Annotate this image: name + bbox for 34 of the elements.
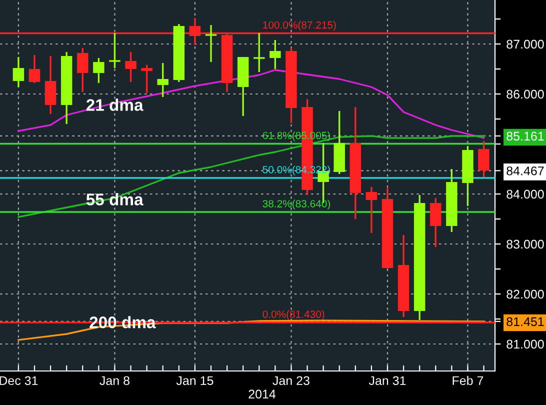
x-tick-label: Dec 31 bbox=[0, 376, 38, 386]
candlestick bbox=[270, 39, 281, 70]
y-tick-label: 86.000 bbox=[506, 90, 544, 99]
x-tick-label: Feb 7 bbox=[452, 376, 484, 386]
ref-line-label: 100.0%(87.215) bbox=[263, 21, 336, 31]
candlestick bbox=[478, 140, 490, 178]
y-tick-label: 83.000 bbox=[506, 240, 544, 249]
y-tick-label: 84.467 bbox=[506, 166, 544, 176]
y-tick-label: 81.451 bbox=[506, 317, 544, 326]
candlestick bbox=[157, 62, 168, 98]
candlestick bbox=[44, 55, 56, 115]
text: 2014 bbox=[248, 390, 276, 399]
y-tick-label: 81.000 bbox=[506, 340, 544, 349]
y-tick-label: 87.000 bbox=[506, 40, 544, 49]
y-tick-label: 85.161 bbox=[506, 132, 544, 141]
candlestick bbox=[28, 54, 40, 84]
candlestick bbox=[366, 186, 378, 234]
candlestick bbox=[108, 32, 122, 69]
x-tick-label: Jan 15 bbox=[176, 376, 214, 386]
candlestick bbox=[204, 24, 218, 63]
y-tick-label: 82.000 bbox=[506, 290, 544, 299]
candlestick bbox=[12, 56, 24, 88]
candlestick bbox=[77, 47, 88, 93]
candlestick bbox=[93, 57, 104, 84]
ref-line-label: 38.2%(83.640) bbox=[262, 200, 330, 210]
x-tick-label: Jan 8 bbox=[100, 376, 130, 386]
candlestick bbox=[125, 51, 136, 83]
candlestick bbox=[430, 197, 442, 248]
x-tick-label: Jan 23 bbox=[272, 376, 310, 386]
y-tick-label: 84.000 bbox=[506, 190, 544, 199]
candlestick bbox=[141, 64, 152, 94]
ref-line-label: 0.0%(81.430) bbox=[262, 310, 324, 320]
x-tick-label: Jan 31 bbox=[368, 376, 406, 386]
candlestick bbox=[252, 32, 266, 73]
